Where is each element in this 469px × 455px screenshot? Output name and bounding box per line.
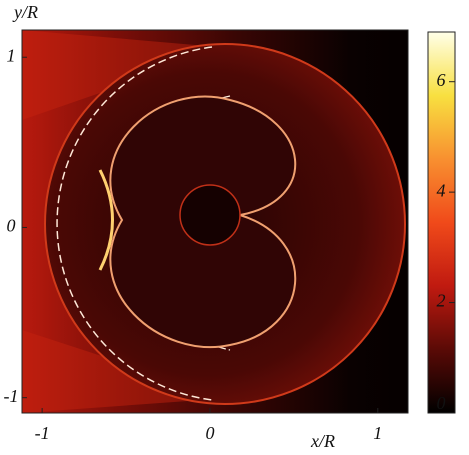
colorbar-tick-label: 0: [437, 393, 446, 413]
heatmap-image: [22, 30, 408, 413]
y-tick-label: -1: [4, 386, 19, 406]
colorbar: [427, 31, 456, 414]
x-tick-label: 1: [373, 423, 382, 443]
y-axis-label: y/R: [12, 2, 38, 22]
colorbar-tick-label: 4: [437, 180, 446, 200]
plot-frame: [21, 29, 409, 414]
y-tick-label: 0: [7, 216, 16, 236]
colorbar-tick-label: 6: [437, 70, 446, 90]
x-tick-label: -1: [35, 423, 50, 443]
y-tick-label: 1: [7, 45, 16, 65]
x-tick-label: 0: [205, 423, 214, 443]
colorbar-tick-label: 2: [437, 291, 446, 311]
x-axis-label: x/R: [310, 431, 335, 451]
